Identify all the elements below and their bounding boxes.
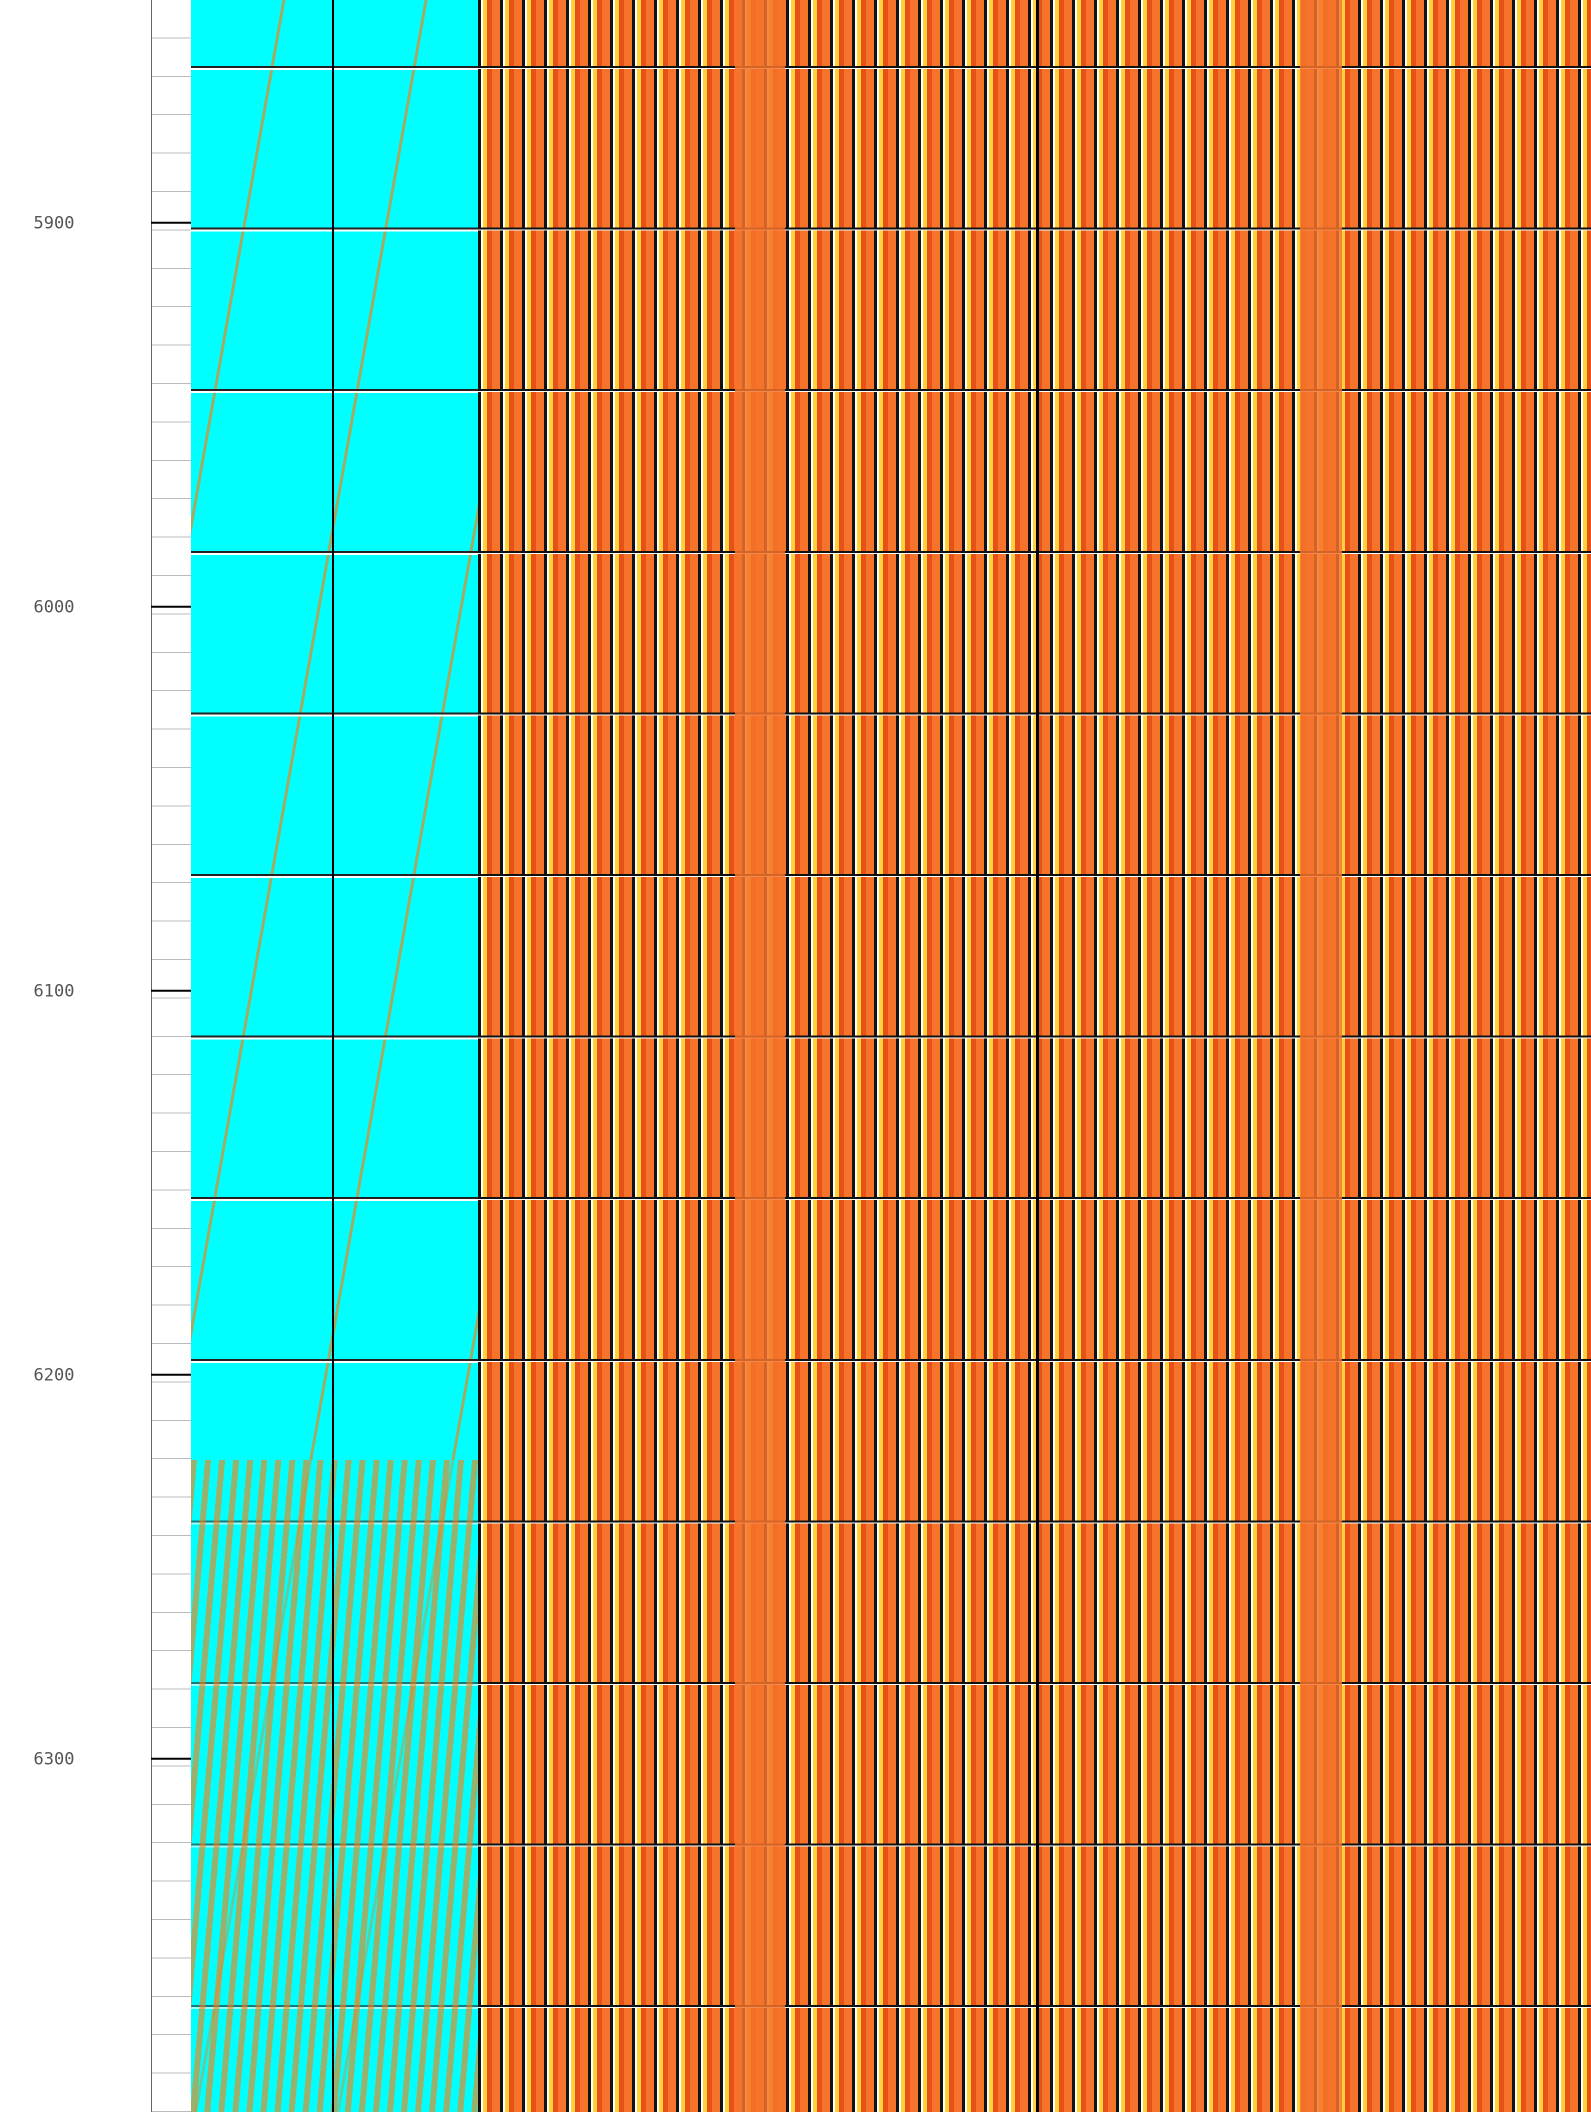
track-divider (332, 0, 334, 2112)
depth-track (151, 0, 192, 2112)
y-tick-label: 6300 (34, 1750, 75, 1770)
track-divider (1036, 0, 1039, 2112)
waveform-band (735, 0, 785, 2112)
waveform-band (1300, 0, 1342, 2112)
waveform-track (478, 0, 1591, 2112)
y-tick-label: 6200 (34, 1366, 75, 1386)
curve-track (0, 0, 151, 2112)
y-tick-label: 5900 (34, 214, 75, 234)
depth-axis: 5900 6000 6100 6200 6300 (34, 214, 191, 1770)
image-track-texture (191, 1460, 478, 2112)
y-tick-label: 6000 (34, 598, 75, 618)
y-tick-label: 6100 (34, 982, 75, 1002)
